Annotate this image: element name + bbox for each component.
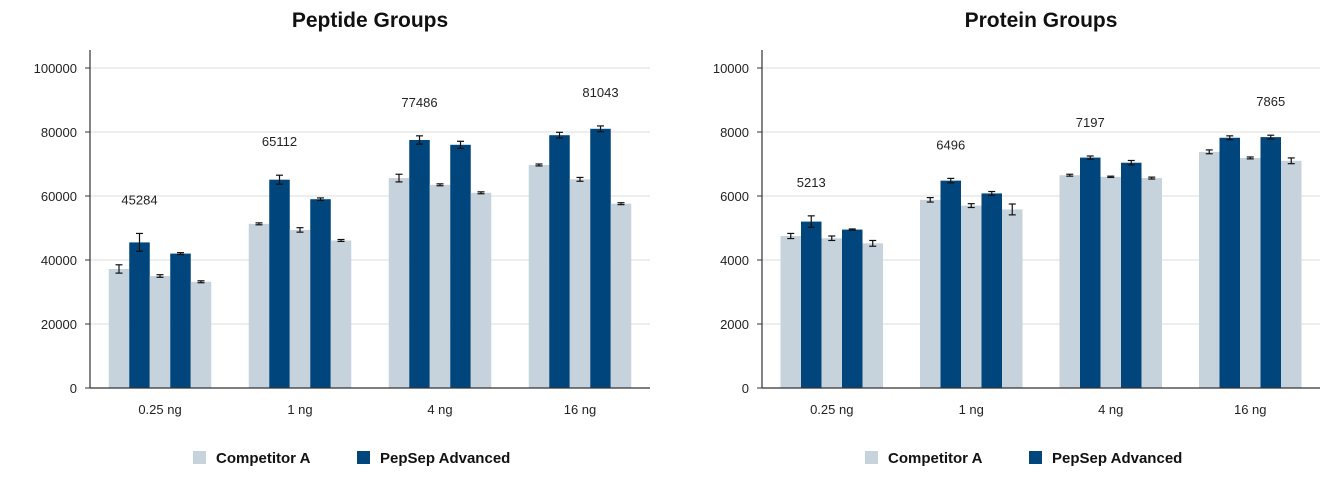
- bar-pepsep: [129, 242, 150, 388]
- y-tick-label: 60000: [41, 189, 77, 204]
- legend-label-pepsep: PepSep Advanced: [380, 450, 510, 467]
- bar-competitor: [1240, 157, 1261, 388]
- peptide-groups-chart: Peptide Groups 0 20000 40000 60000 80000 1000…: [34, 9, 650, 417]
- x-tick-label: 0.25 ng: [810, 402, 853, 417]
- x-tick-label: 0.25 ng: [138, 402, 181, 417]
- x-tick-label: 1 ng: [287, 402, 312, 417]
- bar-competitor: [330, 240, 352, 388]
- data-label: 5213: [797, 175, 826, 190]
- bar-pepsep: [450, 144, 471, 388]
- bar-competitor: [1199, 151, 1220, 388]
- y-tick-label: 0: [70, 381, 77, 396]
- y-tick-label: 40000: [41, 253, 77, 268]
- bar-pepsep: [409, 140, 430, 388]
- bar-competitor: [862, 243, 883, 388]
- y-tick-label: 0: [742, 381, 749, 396]
- chart-legend: Competitor A PepSep Advanced: [193, 450, 510, 467]
- y-tick-label: 100000: [34, 61, 77, 76]
- chart-legend: Competitor A PepSep Advanced: [865, 450, 1182, 467]
- y-tick-label: 8000: [720, 125, 749, 140]
- bar-pepsep: [1219, 137, 1240, 388]
- bar-pepsep: [801, 221, 822, 388]
- bar-competitor: [388, 178, 410, 388]
- legend-label-pepsep: PepSep Advanced: [1052, 450, 1182, 467]
- x-tick-label: 4 ng: [1098, 402, 1123, 417]
- bar-pepsep: [590, 128, 611, 389]
- bar-competitor: [569, 179, 591, 388]
- bar-competitor: [108, 268, 130, 388]
- data-label: 45284: [121, 192, 157, 207]
- chart-title: Peptide Groups: [292, 9, 448, 32]
- y-tick-label: 2000: [720, 317, 749, 332]
- bar-competitor: [961, 205, 982, 388]
- bar-pepsep: [310, 199, 331, 388]
- legend-swatch-pepsep: [1029, 451, 1042, 464]
- bar-competitor: [610, 203, 632, 388]
- legend-swatch-pepsep: [357, 451, 370, 464]
- bar-competitor: [470, 192, 492, 388]
- y-tick-label: 20000: [41, 317, 77, 332]
- legend-label-competitor: Competitor A: [888, 450, 983, 467]
- bar-competitor: [429, 184, 451, 388]
- y-tick-label: 10000: [713, 61, 749, 76]
- y-tick-label: 6000: [720, 189, 749, 204]
- bar-competitor: [1059, 175, 1080, 388]
- legend-swatch-competitor: [865, 451, 878, 464]
- bar-pepsep: [1121, 162, 1142, 388]
- x-tick-label: 16 ng: [564, 402, 597, 417]
- bar-competitor: [190, 281, 212, 388]
- y-tick-label: 80000: [41, 125, 77, 140]
- bar-competitor: [920, 199, 941, 388]
- bar-pepsep: [842, 229, 863, 388]
- bar-competitor: [248, 223, 270, 388]
- legend-label-competitor: Competitor A: [216, 450, 311, 467]
- data-label: 6496: [936, 137, 965, 152]
- x-tick-label: 4 ng: [427, 402, 452, 417]
- bar-competitor: [821, 238, 842, 388]
- data-label: 65112: [262, 134, 297, 149]
- bar-competitor: [528, 164, 550, 388]
- data-label: 81043: [582, 85, 618, 100]
- chart-title: Protein Groups: [965, 9, 1118, 32]
- bar-pepsep: [170, 253, 191, 388]
- x-tick-label: 1 ng: [959, 402, 984, 417]
- protein-groups-chart: Protein Groups 0 2000 4000 6000 8000 10000 0.2…: [713, 9, 1320, 417]
- bar-competitor: [780, 236, 801, 388]
- bar-pepsep: [981, 193, 1002, 388]
- bar-competitor: [1141, 178, 1162, 388]
- y-tick-label: 4000: [720, 253, 749, 268]
- bar-pepsep: [1260, 137, 1281, 388]
- bar-competitor: [1281, 160, 1302, 388]
- data-label: 77486: [401, 95, 437, 110]
- bar-competitor: [149, 276, 171, 388]
- bar-competitor: [1100, 176, 1121, 388]
- bar-competitor: [1002, 209, 1023, 388]
- x-tick-label: 16 ng: [1234, 402, 1267, 417]
- legend-swatch-competitor: [193, 451, 206, 464]
- bar-pepsep: [549, 135, 570, 388]
- bar-pepsep: [940, 180, 961, 388]
- bar-pepsep: [269, 179, 290, 388]
- data-label: 7865: [1256, 94, 1285, 109]
- bar-competitor: [289, 229, 311, 388]
- data-label: 7197: [1076, 115, 1105, 130]
- bar-pepsep: [1080, 157, 1101, 388]
